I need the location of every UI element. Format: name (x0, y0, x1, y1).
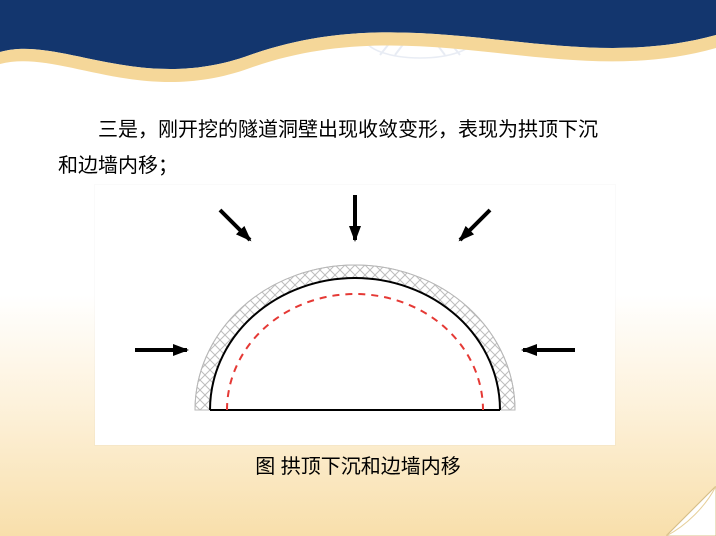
body-paragraph: 三是，刚开挖的隧道洞壁出现收敛变形，表现为拱顶下沉 和边墙内移； (58, 112, 658, 184)
page-fold-corner (666, 486, 716, 536)
tunnel-diagram (95, 185, 615, 445)
body-line1: 三是，刚开挖的隧道洞壁出现收敛变形，表现为拱顶下沉 (98, 119, 598, 141)
figure-caption: 图 拱顶下沉和边墙内移 (0, 450, 716, 479)
deformed-wall (227, 294, 483, 410)
rock-lining (195, 265, 515, 410)
load-arrow (460, 210, 490, 240)
body-line2: 和边墙内移； (58, 155, 178, 177)
slide: 三是，刚开挖的隧道洞壁出现收敛变形，表现为拱顶下沉 和边墙内移； 图 拱顶下沉和… (0, 0, 716, 536)
top-wave-band (0, 0, 716, 90)
load-arrow (220, 210, 250, 240)
